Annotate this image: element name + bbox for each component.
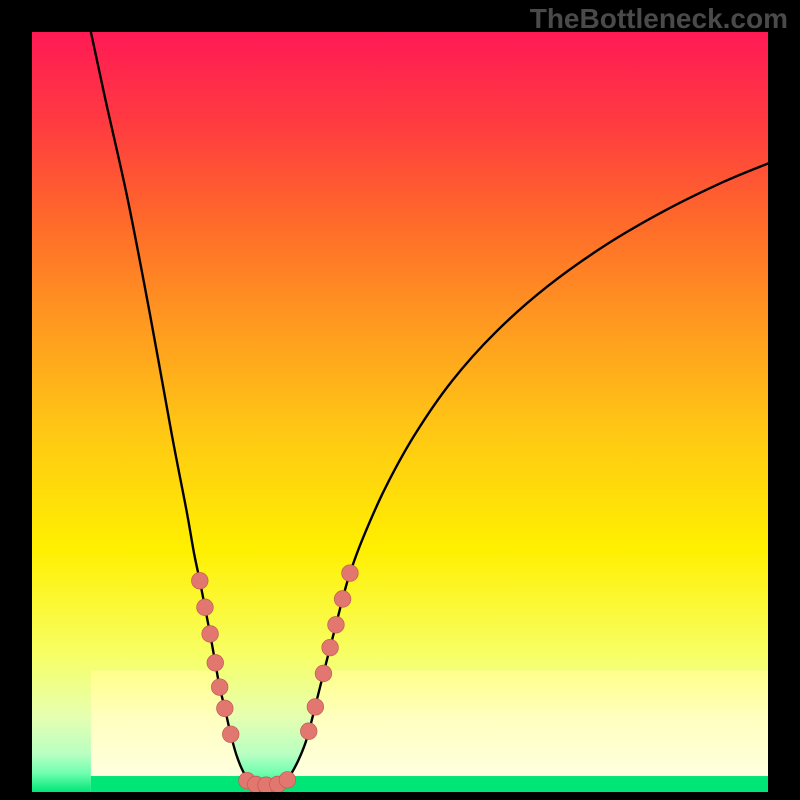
- scatter-point: [197, 599, 214, 616]
- scatter-point: [217, 700, 234, 717]
- scatter-point: [207, 655, 224, 672]
- green-baseline-band: [32, 776, 768, 792]
- pale-yellow-band: [32, 670, 768, 792]
- scatter-point: [279, 772, 296, 789]
- chart-container: TheBottleneck.com: [0, 0, 800, 800]
- scatter-point: [342, 565, 359, 582]
- watermark-text: TheBottleneck.com: [530, 3, 788, 35]
- scatter-point: [202, 626, 219, 643]
- scatter-point: [315, 665, 332, 682]
- scatter-point: [307, 699, 324, 716]
- scatter-point: [328, 617, 345, 634]
- scatter-point: [222, 726, 239, 743]
- plot-svg: [32, 32, 768, 792]
- scatter-point: [192, 572, 209, 589]
- scatter-point: [300, 723, 317, 740]
- scatter-point: [211, 679, 228, 696]
- plot-area: [32, 32, 768, 792]
- scatter-point: [334, 591, 351, 608]
- scatter-point: [322, 639, 339, 656]
